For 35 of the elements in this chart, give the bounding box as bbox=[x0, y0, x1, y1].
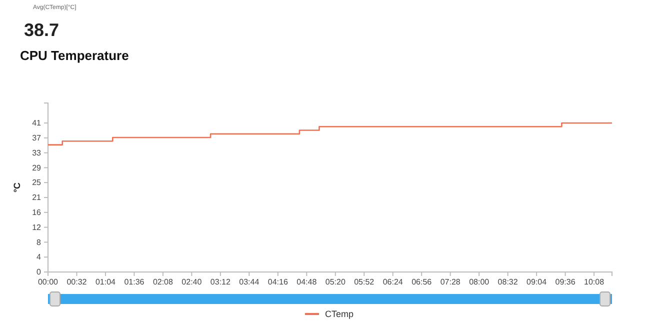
x-tick-label: 08:00 bbox=[469, 278, 490, 287]
y-tick-label: 41 bbox=[32, 118, 42, 128]
x-tick-label: 07:28 bbox=[440, 278, 461, 287]
text: 38.7 bbox=[24, 20, 60, 40]
x-tick-label: 04:48 bbox=[296, 278, 318, 287]
x-tick-label: 06:24 bbox=[382, 278, 404, 287]
y-tick-label: 33 bbox=[32, 148, 42, 158]
y-tick-label: 37 bbox=[32, 133, 42, 142]
y-tick-label: 8 bbox=[36, 238, 42, 247]
y-tick-label: 12 bbox=[32, 222, 42, 232]
x-tick-label: 01:04 bbox=[95, 278, 116, 287]
chart-title: CPU Temperature bbox=[20, 48, 129, 63]
y-tick-label: 16 bbox=[32, 208, 42, 217]
x-tick-label: 10:08 bbox=[584, 278, 605, 287]
y-tick-label: 4 bbox=[36, 252, 42, 262]
x-tick-label: 01:36 bbox=[124, 278, 145, 287]
x-tick-label: 05:20 bbox=[325, 278, 346, 287]
x-tick-label: 03:12 bbox=[210, 278, 231, 287]
x-tick-label: 02:08 bbox=[152, 278, 174, 287]
x-tick-label: 08:32 bbox=[498, 278, 518, 287]
y-tick-label: 21 bbox=[32, 193, 42, 202]
x-tick-label: 09:04 bbox=[526, 278, 548, 287]
y-tick-label: 0 bbox=[36, 268, 42, 277]
legend-label: CTemp bbox=[325, 309, 354, 319]
x-tick-label: 06:56 bbox=[412, 278, 432, 287]
y-tick-label: 29 bbox=[32, 163, 42, 172]
x-tick-label: 04:16 bbox=[268, 278, 288, 287]
x-tick-label: 05:52 bbox=[354, 278, 375, 287]
x-tick-label: 09:36 bbox=[555, 278, 576, 287]
x-tick-label: 03:44 bbox=[239, 278, 260, 287]
y-tick-label: 25 bbox=[32, 178, 42, 188]
y-axis-title: °C bbox=[12, 182, 22, 193]
x-tick-label: 00:00 bbox=[38, 278, 59, 287]
x-tick-label: 00:32 bbox=[66, 278, 88, 287]
x-tick-label: 02:40 bbox=[182, 278, 202, 287]
